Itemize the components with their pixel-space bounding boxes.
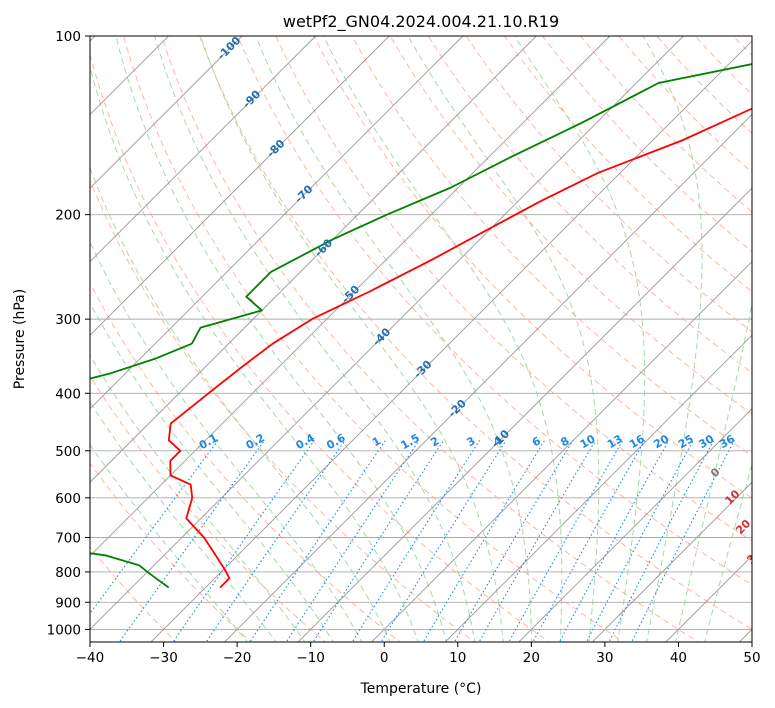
y-tick-label: 300 [55, 312, 81, 328]
mixing-ratio-line [249, 439, 386, 642]
y-tick-label: 400 [55, 386, 81, 402]
mixing-ratio-line [285, 439, 420, 642]
moist-adiabat [154, 36, 476, 642]
mixing-ratio-line [380, 440, 507, 642]
y-axis-title: Pressure (hPa) [12, 289, 28, 389]
plot-area [90, 36, 752, 642]
mixing-ratio-line [118, 439, 266, 642]
isotherm-line [90, 36, 316, 263]
y-tick-label: 1000 [47, 622, 81, 638]
x-tick-label: 0 [380, 650, 389, 666]
isotherm-line [371, 261, 752, 642]
x-tick-label: −10 [296, 650, 325, 666]
x-tick-label: 30 [596, 650, 613, 666]
chart-title: wetPf2_GN04.2024.004.21.10.R19 [283, 12, 559, 32]
pressure-gridlines [90, 36, 752, 630]
isotherm-line [150, 40, 752, 642]
y-tick-label: 700 [55, 531, 81, 547]
mixing-ratio-line [422, 440, 546, 642]
y-tick-label: 500 [55, 444, 81, 460]
isotherm-line [90, 36, 243, 189]
mixing-ratio-line [558, 440, 670, 642]
dry-adiabat [90, 375, 327, 642]
moist-adiabat [90, 166, 391, 642]
y-tick-label: 200 [55, 208, 81, 224]
temperature-profile [167, 107, 752, 589]
mixing-ratio-line [585, 440, 694, 642]
dry-adiabat [237, 36, 752, 586]
x-tick-label: −30 [149, 650, 178, 666]
isotherms [90, 36, 752, 642]
isotherm-line [90, 36, 537, 483]
y-axis: 1000 900 800 700 600 500 400 300 200 100 [47, 29, 90, 638]
moist-adiabat [255, 36, 533, 642]
sounding-series [90, 63, 752, 589]
y-tick-label: 100 [55, 29, 81, 45]
x-axis-title: Temperature (°C) [360, 681, 482, 697]
mixing-ratio-line [608, 440, 715, 642]
mixing-ratio-line [312, 439, 445, 642]
isotherm-line [297, 187, 752, 642]
mixing-ratio-line [172, 439, 315, 642]
moist-adiabat [514, 36, 646, 642]
x-tick-label: −40 [76, 650, 105, 666]
dry-adiabat [123, 36, 625, 642]
moist-adiabat [642, 36, 703, 642]
isotherm-line [224, 113, 752, 642]
isotherm-line [518, 408, 752, 642]
y-tick-label: 800 [55, 565, 81, 581]
moist-adiabat [90, 240, 363, 642]
x-tick-label: 40 [670, 650, 687, 666]
moist-adiabat [675, 301, 752, 642]
moist-adiabats [90, 36, 752, 642]
x-tick-label: 20 [523, 650, 540, 666]
moist-adiabat [90, 354, 306, 642]
moist-adiabat [200, 36, 504, 642]
isotherm-line [90, 36, 464, 410]
x-tick-label: −20 [223, 650, 252, 666]
dry-adiabat [90, 52, 550, 642]
moist-adiabat-label: 30 [744, 546, 764, 566]
isotherm-line [90, 36, 390, 336]
y-tick-label: 900 [55, 595, 81, 611]
dry-adiabat [313, 36, 752, 499]
plot-frame [89, 35, 753, 643]
dry-adiabat [275, 36, 752, 542]
mixing-ratio-line [453, 440, 574, 642]
isotherm-line [444, 334, 752, 642]
dry-adiabat [465, 36, 752, 333]
isotherm-line [90, 36, 611, 557]
mixing-ratio-lines [90, 439, 735, 642]
dry-adiabat [427, 36, 752, 374]
moist-adiabat [323, 36, 563, 642]
mixing-ratio-line [351, 439, 481, 642]
moist-adiabat [90, 301, 334, 642]
dry-adiabat [389, 36, 752, 415]
dewpoint-profile [90, 63, 752, 589]
dry-adiabat [503, 36, 752, 293]
x-tick-label: 10 [449, 650, 466, 666]
x-tick-label: 50 [743, 650, 760, 666]
dry-adiabat [199, 36, 752, 630]
isotherm-line [591, 481, 752, 642]
moist-adiabat [90, 65, 419, 642]
y-tick-label: 600 [55, 491, 81, 507]
mixing-ratio-line [478, 440, 597, 642]
isotherm-line [90, 36, 684, 631]
x-axis: −40 −30 −20 −10 0 10 20 30 40 50 [76, 642, 761, 666]
moist-adiabat [115, 36, 448, 642]
moist-adiabat [90, 401, 277, 642]
moist-adiabat [90, 443, 248, 642]
moist-adiabat-label: 20 [733, 517, 753, 537]
dry-adiabat [90, 462, 252, 642]
mixing-ratio-line [508, 440, 624, 642]
